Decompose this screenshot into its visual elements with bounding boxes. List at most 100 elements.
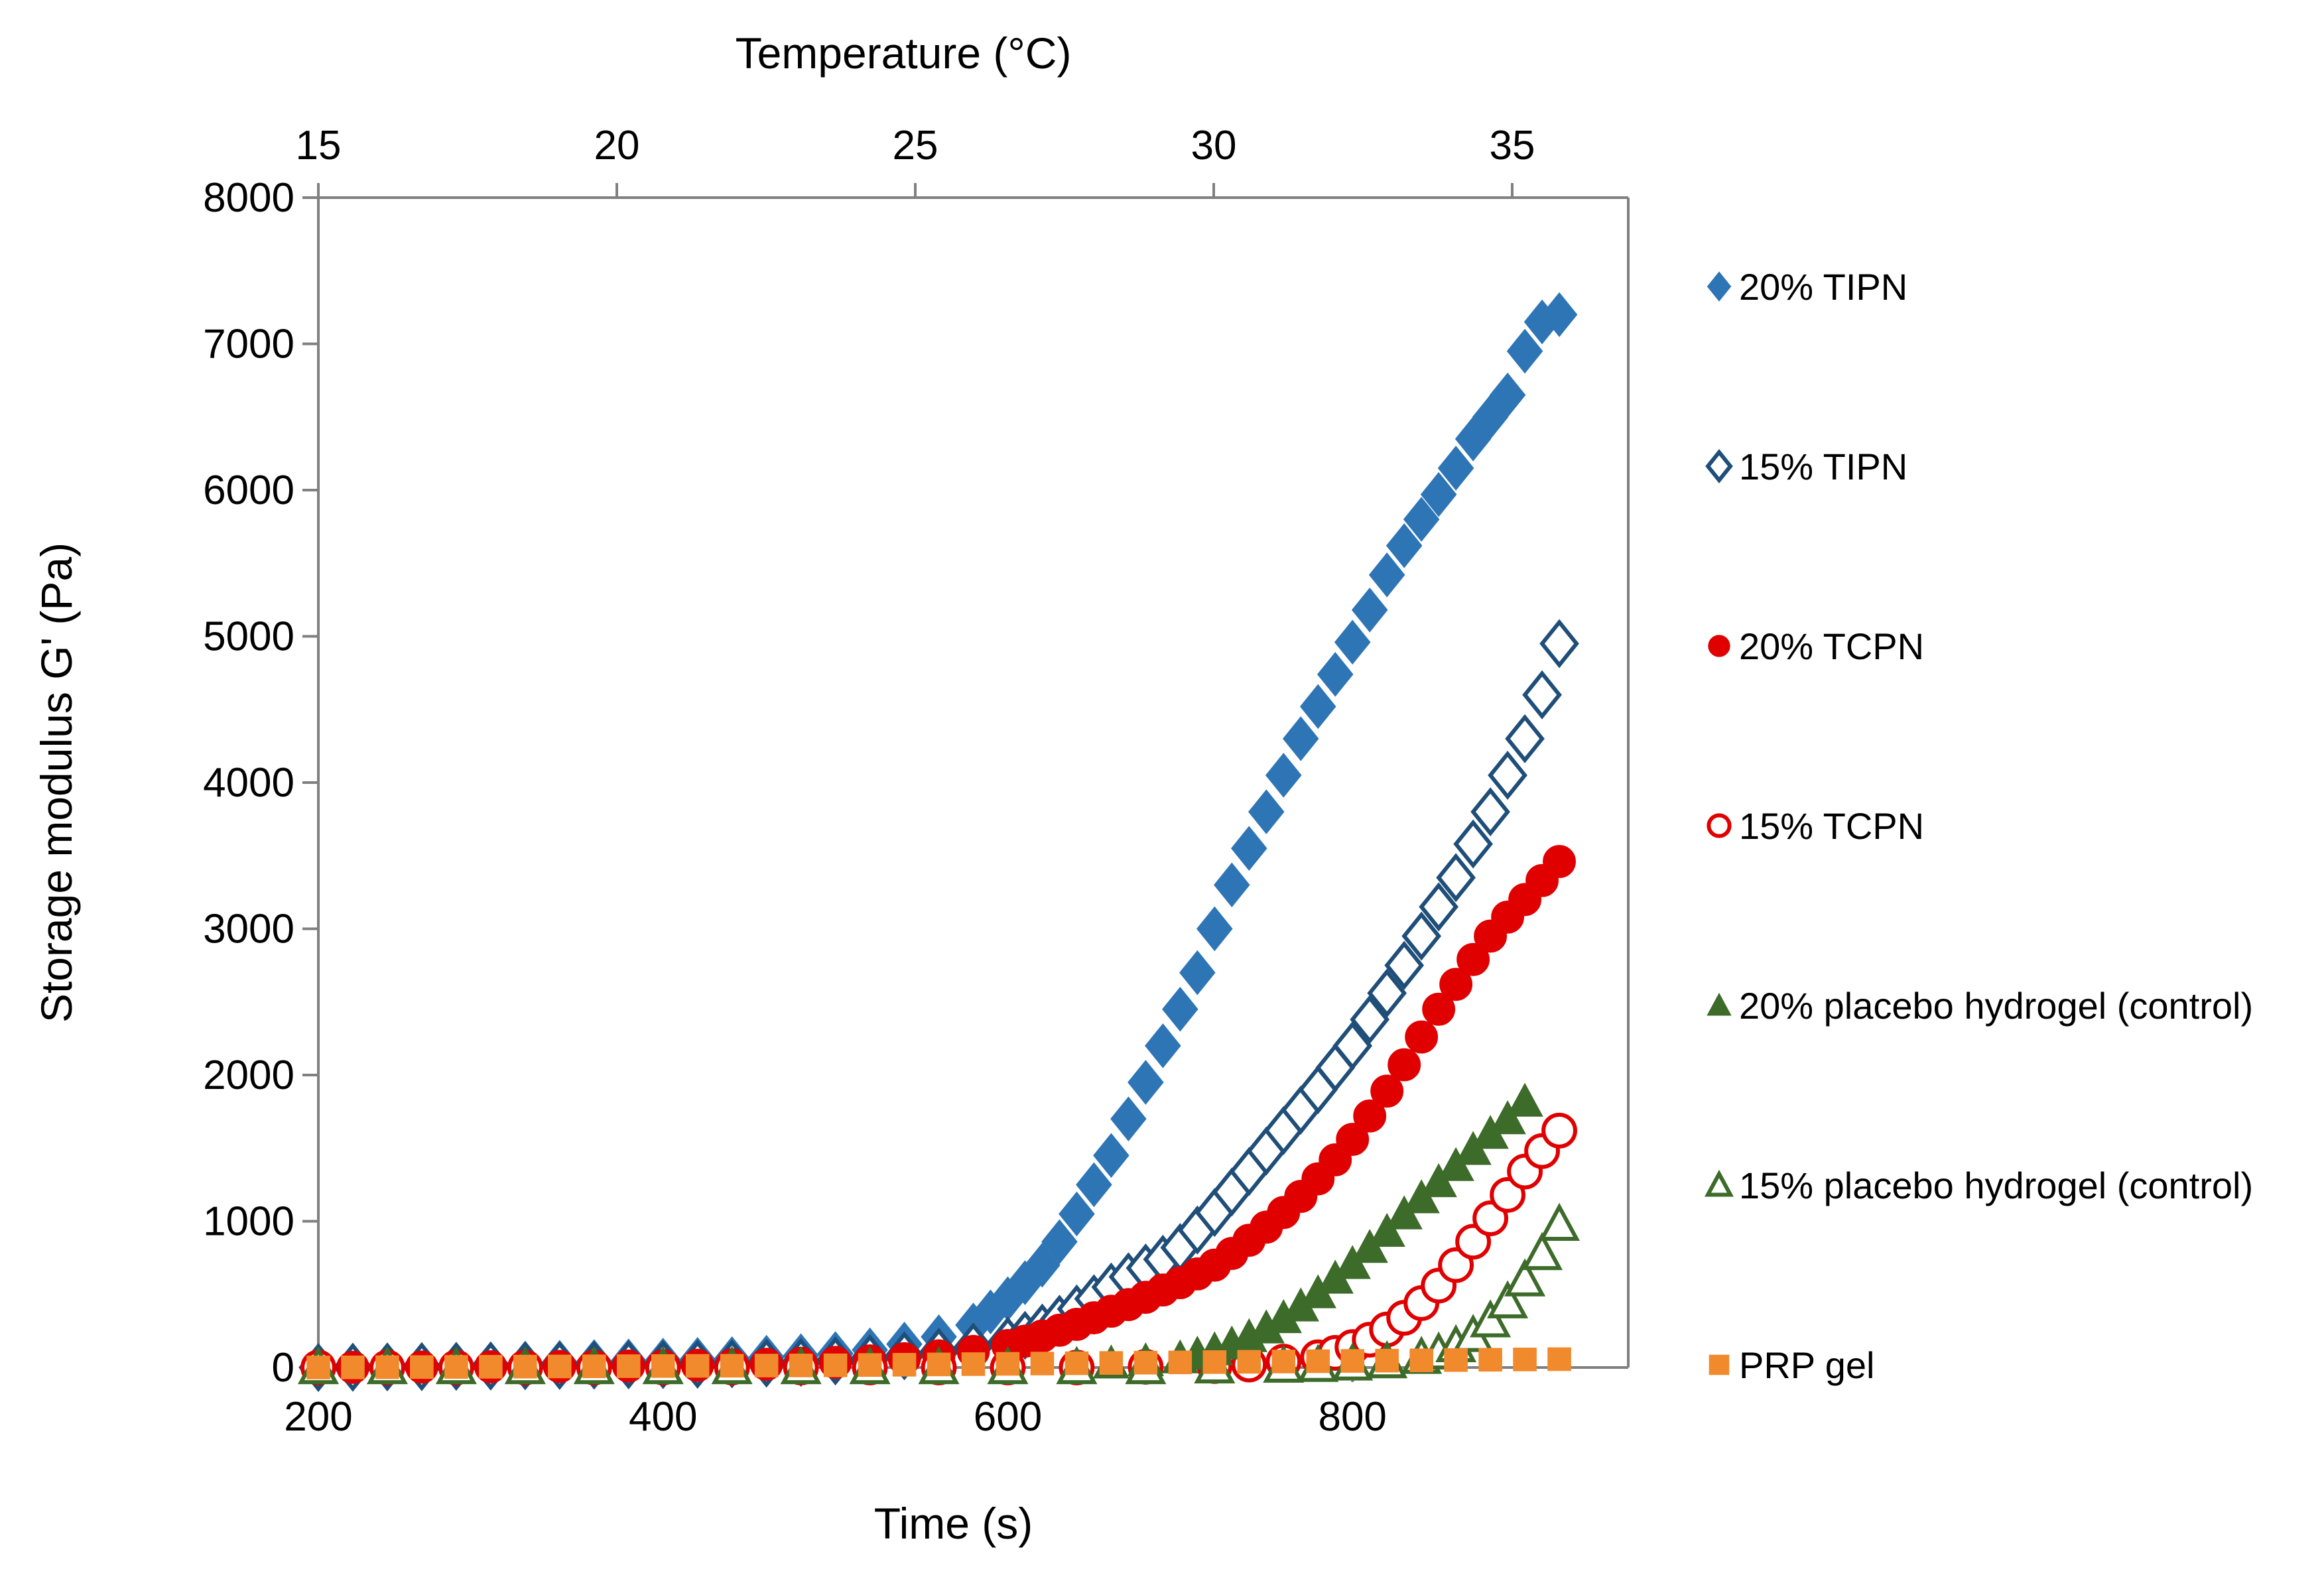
data-point — [1353, 1099, 1387, 1133]
data-point — [1145, 1023, 1181, 1068]
legend-entry: 20% TCPN — [1708, 625, 1924, 667]
data-point — [1444, 1348, 1468, 1372]
data-point — [1541, 292, 1578, 338]
data-point — [1543, 845, 1576, 878]
x-tick-label: 800 — [1318, 1394, 1386, 1440]
data-point — [996, 1352, 1020, 1376]
data-point — [1453, 819, 1493, 869]
data-point — [1093, 1133, 1130, 1178]
x2-tick-label: 20 — [594, 123, 640, 168]
data-point — [1299, 684, 1336, 730]
data-point — [1370, 1074, 1404, 1108]
legend-label: 15% placebo hydrogel (control) — [1739, 1165, 2253, 1206]
data-point — [1420, 472, 1457, 517]
data-point — [1547, 1347, 1571, 1371]
data-point — [1214, 862, 1250, 908]
data-point — [1439, 968, 1473, 1001]
data-point — [1110, 1096, 1147, 1141]
data-point — [651, 1354, 675, 1378]
data-point — [1306, 1349, 1330, 1373]
legend-entry: 15% TCPN — [1707, 805, 1924, 847]
data-point — [1271, 1350, 1296, 1373]
ticks: 0 1000 2000 3000 4000 5000 6000 7000 8000 200 400 6… — [203, 123, 1535, 1440]
data-point — [754, 1354, 779, 1377]
data-point — [1403, 497, 1440, 542]
data-point — [616, 1354, 641, 1378]
data-point — [1282, 716, 1319, 761]
data-point — [1202, 1350, 1227, 1374]
y-tick-label: 2000 — [203, 1052, 294, 1098]
data-point — [1334, 619, 1371, 665]
series-20-tcpn — [302, 845, 1576, 1384]
data-point — [1541, 1112, 1577, 1149]
x-tick-label: 200 — [284, 1394, 352, 1440]
data-point — [1237, 1350, 1261, 1374]
data-point — [1367, 968, 1407, 1018]
data-point — [1368, 552, 1405, 598]
data-point — [1340, 1349, 1365, 1373]
data-point — [1265, 753, 1302, 798]
data-point — [1489, 372, 1526, 418]
data-point — [1076, 1162, 1112, 1208]
data-point — [1472, 1200, 1509, 1237]
data-point — [410, 1355, 434, 1379]
y-tick-label: 8000 — [203, 175, 294, 221]
data-point — [1317, 651, 1354, 697]
data-point — [1437, 446, 1474, 491]
data-point — [1350, 995, 1390, 1045]
data-point — [1436, 853, 1476, 903]
legend-entry: 15% placebo hydrogel (control) — [1704, 1165, 2253, 1206]
data-point — [1422, 992, 1456, 1026]
data-point — [1384, 940, 1425, 990]
data-point — [1455, 1224, 1492, 1260]
data-point — [1539, 1202, 1581, 1241]
data-point — [1128, 1060, 1164, 1105]
legend-marker — [1707, 992, 1732, 1016]
series-prp-gel — [306, 1347, 1571, 1379]
data-point — [685, 1354, 710, 1378]
data-point — [1487, 1280, 1529, 1318]
legend-label: 20% TIPN — [1739, 266, 1907, 308]
y-tick-label: 7000 — [203, 322, 294, 367]
legend-label: PRP gel — [1739, 1344, 1874, 1386]
legend-marker — [1707, 813, 1732, 838]
data-point — [1388, 1048, 1421, 1082]
data-point — [1168, 1350, 1193, 1375]
x2-axis-title: Temperature (°C) — [736, 29, 1072, 78]
legend: 20% TIPN 15% TIPN 20% TCPN 15% TCPN 20% plac… — [1704, 266, 2253, 1386]
legend-label: 15% TIPN — [1739, 446, 1907, 487]
y-tick-label: 1000 — [203, 1199, 294, 1245]
data-point — [1490, 1176, 1526, 1213]
data-point — [1505, 714, 1545, 763]
data-point — [1489, 1100, 1526, 1135]
data-point — [1419, 882, 1458, 932]
y-tick-label: 3000 — [203, 907, 294, 952]
data-point — [1196, 906, 1233, 952]
data-point — [1351, 587, 1388, 633]
data-point — [1133, 1350, 1158, 1375]
x-tick-label: 400 — [629, 1394, 697, 1440]
data-point — [1162, 986, 1198, 1032]
data-point — [444, 1355, 468, 1379]
data-point — [858, 1353, 882, 1377]
y-tick-label: 6000 — [203, 468, 294, 513]
data-point — [548, 1354, 572, 1379]
data-point — [1539, 619, 1579, 668]
data-point — [1059, 1191, 1095, 1237]
y-tick-label: 5000 — [203, 614, 294, 660]
data-point — [823, 1353, 848, 1377]
data-point — [1456, 942, 1490, 976]
data-point — [513, 1354, 537, 1379]
legend-entry: 15% TIPN — [1705, 446, 1907, 487]
data-point — [1522, 670, 1562, 720]
x2-tick-label: 30 — [1191, 123, 1237, 168]
data-point — [1041, 1219, 1078, 1265]
legend-entry: 20% placebo hydrogel (control) — [1707, 985, 2253, 1027]
data-point — [1024, 1242, 1061, 1288]
data-point — [789, 1354, 813, 1377]
legend-marker — [1705, 449, 1733, 483]
legend-label: 15% TCPN — [1739, 805, 1924, 847]
data-point — [341, 1355, 365, 1379]
y-tick-label: 0 — [272, 1345, 294, 1391]
data-point — [1386, 523, 1423, 568]
